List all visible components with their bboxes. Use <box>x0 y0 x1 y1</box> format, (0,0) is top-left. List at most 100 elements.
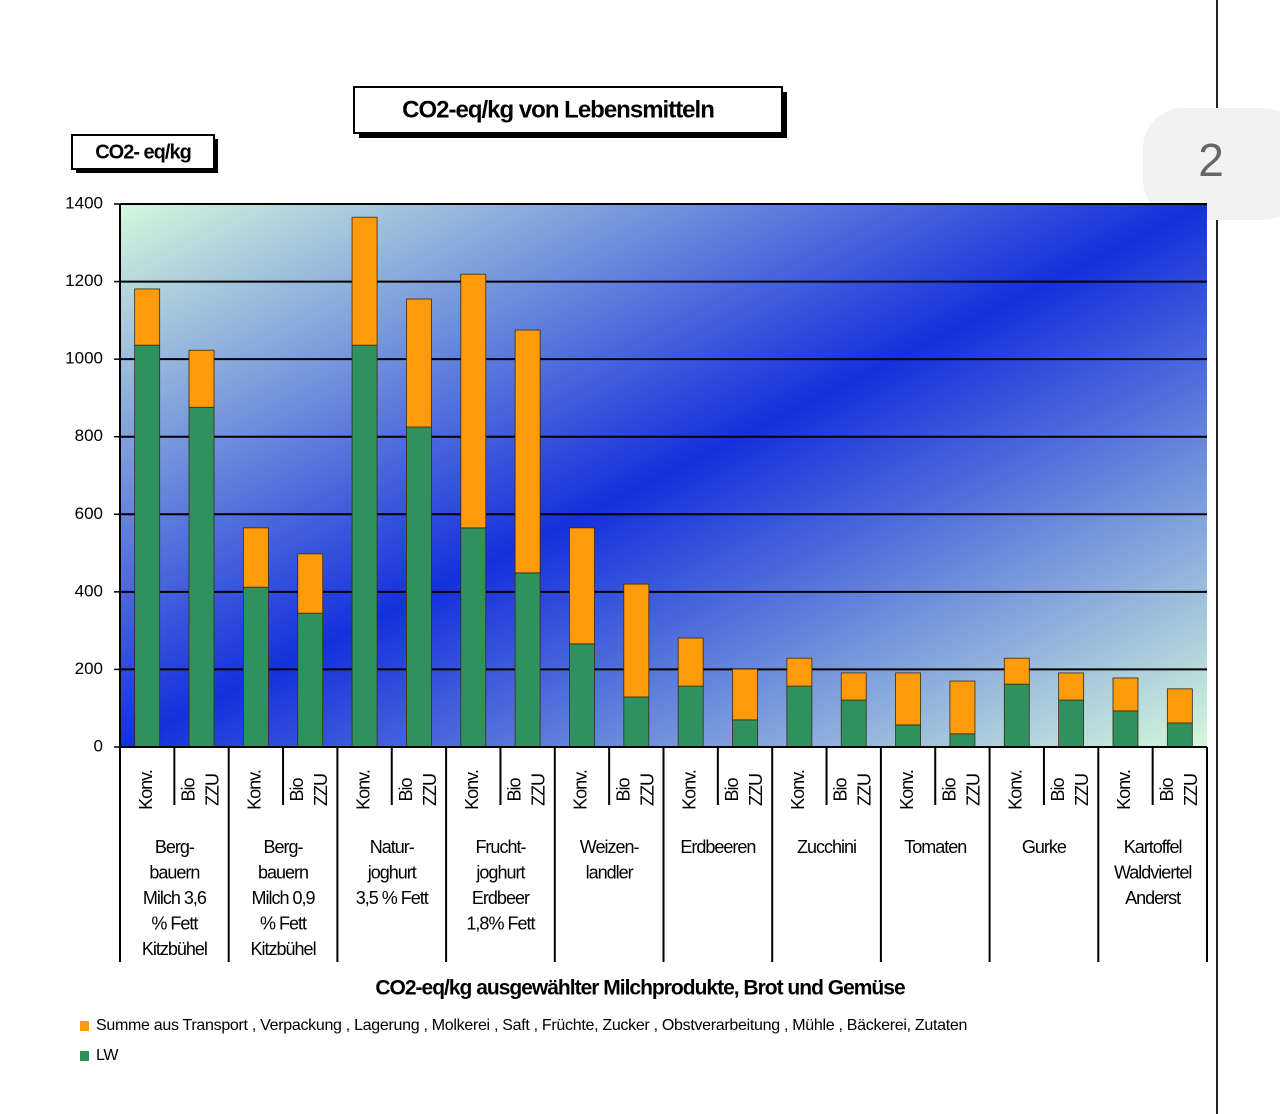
x-tick-label: Konv. <box>353 770 373 810</box>
x-tick-label: Bio ZZU <box>396 774 440 806</box>
legend-swatch <box>80 1051 89 1061</box>
x-tick-label: Konv. <box>897 770 917 810</box>
legend-label: LW <box>96 1047 119 1064</box>
group-label: joghurt <box>367 862 417 882</box>
y-axis-label: CO2- eq/kg <box>95 141 191 163</box>
x-tick-label: Konv. <box>788 770 808 810</box>
group-label: Kitzbühel <box>142 939 207 959</box>
category-label: Bio ZZU <box>722 774 766 806</box>
category-label: Bio ZZU <box>396 774 440 806</box>
y-tick-label: 0 <box>94 736 103 755</box>
group-label: Natur- <box>370 837 415 857</box>
legend-label: Summe aus Transport , Verpackung , Lager… <box>96 1017 967 1034</box>
bar-segment <box>406 426 432 748</box>
x-tick-label: Bio ZZU <box>504 774 548 806</box>
bar-segment <box>1058 699 1085 748</box>
group-label: Milch 3,6 <box>143 888 207 908</box>
x-tick-label: Bio ZZU <box>287 774 331 806</box>
group-label: Kartoffel <box>1124 837 1182 857</box>
group-label: joghurt <box>475 862 525 882</box>
group-label: Frucht- <box>475 837 526 857</box>
group-label: % Fett <box>151 913 198 933</box>
group-label: 1,8% Fett <box>466 913 535 933</box>
page-number: 2 <box>1198 134 1224 186</box>
bar-segment <box>406 298 432 428</box>
category-label: Bio ZZU <box>613 774 657 806</box>
group-label: Berg- <box>264 837 304 857</box>
x-tick-label: Konv. <box>679 770 699 810</box>
group-label: Berg- <box>155 837 195 857</box>
category-label: Bio ZZU <box>1157 774 1201 806</box>
y-tick-label: 200 <box>75 659 103 678</box>
bar-segment <box>895 724 921 748</box>
x-tick-label: Bio ZZU <box>613 774 657 806</box>
category-label: Bio ZZU <box>287 774 331 806</box>
ylabel-box <box>71 134 215 170</box>
bar-segment <box>460 273 487 529</box>
bar-segment <box>569 527 595 645</box>
group-label: Kitzbühel <box>251 939 316 959</box>
bar-segment <box>1058 672 1085 701</box>
bar-segment <box>786 657 813 687</box>
group-label: 3,5 % Fett <box>356 888 429 908</box>
bar-segment <box>242 527 269 588</box>
x-tick-label: Bio ZZU <box>830 774 874 806</box>
group-label: Erdbeeren <box>680 837 755 857</box>
bar-segment <box>297 553 324 614</box>
category-label: Konv. <box>136 770 156 810</box>
bar-segment <box>351 216 378 346</box>
bar-segment <box>1003 657 1030 685</box>
bar-segment <box>786 685 813 748</box>
x-tick-label: Bio ZZU <box>178 774 222 806</box>
bar-segment <box>460 527 487 748</box>
x-tick-label: Konv. <box>136 770 156 810</box>
category-label: Bio ZZU <box>1048 774 1092 806</box>
category-label: Bio ZZU <box>830 774 874 806</box>
category-label: Konv. <box>788 770 808 810</box>
page-badge <box>1143 108 1280 220</box>
legend-swatch <box>80 1021 89 1031</box>
category-label: Konv. <box>897 770 917 810</box>
x-tick-label: Bio ZZU <box>939 774 983 806</box>
bar-segment <box>1112 710 1139 748</box>
y-tick-label: 800 <box>75 426 103 445</box>
y-tick-label: 1000 <box>65 349 103 368</box>
chart-title: CO2-eq/kg von Lebensmitteln <box>402 96 714 123</box>
group-label: bauern <box>258 862 308 882</box>
x-tick-label: Konv. <box>462 770 482 810</box>
group-label: Zucchini <box>797 837 856 857</box>
bar-segment <box>623 583 650 698</box>
y-tick-label: 1200 <box>65 271 103 290</box>
bar-segment <box>840 699 867 748</box>
category-label: Konv. <box>462 770 482 810</box>
group-label: Anderst <box>1125 888 1181 908</box>
x-tick-label: Konv. <box>245 770 265 810</box>
plot-area <box>120 204 1207 747</box>
bar-segment <box>677 685 704 748</box>
bar-segment <box>242 586 269 748</box>
category-label: Konv. <box>571 770 591 810</box>
category-label: Bio ZZU <box>939 774 983 806</box>
y-tick-label: 1400 <box>65 193 103 212</box>
bar-segment <box>188 406 215 748</box>
group-label: Weizen- <box>580 837 640 857</box>
bar-segment <box>840 672 867 701</box>
y-tick-label: 600 <box>75 504 103 523</box>
bar-segment <box>732 719 758 748</box>
x-tick-label: Bio ZZU <box>722 774 766 806</box>
x-tick-label: Konv. <box>1006 770 1026 810</box>
x-axis-label: CO2-eq/kg ausgewählter Milchprodukte, Br… <box>375 977 905 1000</box>
bar-segment <box>514 329 541 574</box>
bar-segment <box>895 672 921 726</box>
bar-segment <box>1166 688 1193 724</box>
x-tick-label: Konv. <box>571 770 591 810</box>
title-box <box>353 86 783 134</box>
bar-segment <box>949 680 976 735</box>
bar-segment <box>188 349 215 408</box>
group-label: Erdbeer <box>472 888 530 908</box>
group-label: Waldviertel <box>1114 862 1191 882</box>
bar-segment <box>134 288 161 346</box>
bar-segment <box>1166 722 1193 748</box>
category-label: Konv. <box>245 770 265 810</box>
